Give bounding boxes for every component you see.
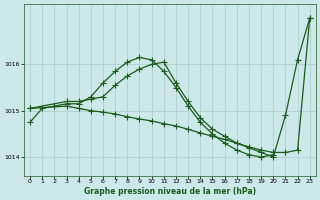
X-axis label: Graphe pression niveau de la mer (hPa): Graphe pression niveau de la mer (hPa) xyxy=(84,187,256,196)
